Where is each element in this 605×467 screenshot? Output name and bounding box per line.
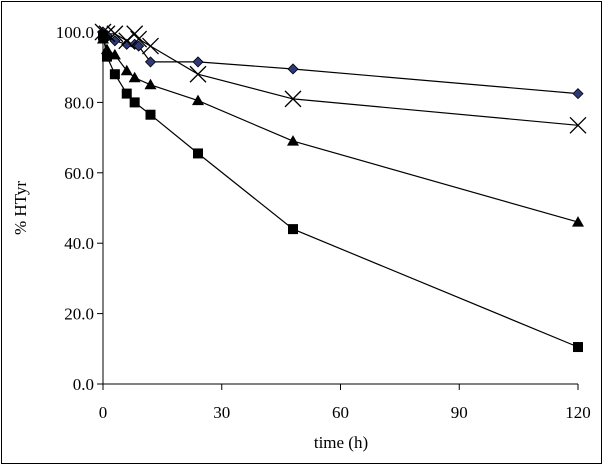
y-tick-label: 100.0 — [56, 23, 94, 42]
series-cross-line — [102, 31, 579, 126]
series-square-line — [102, 35, 579, 348]
series-cross-point — [142, 37, 159, 55]
series-square-point — [98, 30, 108, 41]
series-triangle-line — [102, 38, 579, 223]
series-square-point — [129, 97, 140, 108]
series-lines — [102, 31, 579, 348]
series-square-point — [573, 342, 583, 353]
x-axis-title: time (h) — [314, 433, 368, 452]
series-triangle-point — [287, 135, 299, 146]
x-tick-label: 0 — [99, 403, 108, 422]
y-tick-label: 60.0 — [64, 164, 94, 183]
x-tick-label: 60 — [332, 403, 349, 422]
y-tick-label: 20.0 — [64, 305, 94, 324]
axes — [102, 32, 578, 385]
y-axis-title: % HTyr — [11, 181, 30, 235]
series-square-point — [145, 109, 156, 120]
series-triangle-point — [192, 94, 204, 106]
series-diamond-point — [121, 38, 133, 50]
y-tick-label: 80.0 — [64, 93, 94, 112]
x-tick-label: 90 — [451, 403, 468, 422]
series-cross-point — [130, 30, 148, 48]
series-diamond-point — [133, 40, 145, 52]
series-diamond-point — [144, 56, 157, 68]
series-square-point — [109, 69, 120, 80]
series-triangle-point — [100, 43, 113, 55]
series-square-point — [193, 148, 203, 159]
series-cross-point — [126, 25, 144, 43]
y-tick-label: 40.0 — [64, 234, 94, 253]
y-tick-label: 0.0 — [73, 375, 94, 394]
series-diamond-point — [287, 63, 299, 75]
series-markers — [94, 23, 587, 353]
series-square-point — [121, 88, 132, 99]
x-tick-label: 30 — [213, 403, 230, 422]
series-diamond-point — [572, 88, 584, 100]
series-square-point — [101, 51, 112, 62]
ticks: 0.0 20.0 40.0 60.0 80.0 100.0 0 30 60 90 120 — [56, 23, 591, 422]
series-triangle-point — [120, 64, 133, 76]
series-diamond-line — [102, 31, 579, 95]
x-tick-label: 120 — [565, 403, 591, 422]
series-triangle-point — [144, 78, 157, 90]
series-diamond-point — [192, 56, 204, 68]
series-square-point — [288, 224, 298, 235]
series-cross-point — [189, 65, 207, 83]
series-cross-point — [569, 116, 587, 134]
series-triangle-point — [128, 71, 141, 83]
series-cross-point — [284, 90, 302, 108]
series-triangle-point — [572, 216, 584, 227]
series-cross-point — [106, 25, 124, 43]
